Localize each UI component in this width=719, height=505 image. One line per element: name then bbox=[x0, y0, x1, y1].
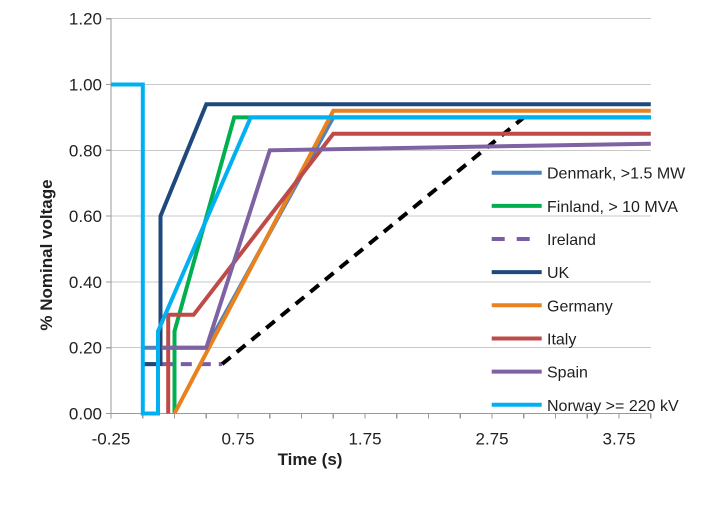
series-line-germany bbox=[172, 108, 651, 415]
legend-item: Germany bbox=[491, 298, 613, 315]
x-tick-label: -0.25 bbox=[92, 430, 131, 449]
x-axis-title: Time (s) bbox=[278, 450, 343, 469]
legend-label-finland-10-mva: Finland, > 10 MVA bbox=[547, 199, 678, 216]
legend-item: UK bbox=[491, 265, 570, 282]
legend-item: Ireland bbox=[491, 232, 596, 249]
gridlines-layer bbox=[111, 18, 651, 349]
series-line-uk bbox=[142, 102, 651, 367]
series-line-spain bbox=[161, 141, 651, 350]
axes-layer: 0.00 0.20 0.40 0.60 0.80 1.00 1.20 -0.25 0.75 1.7… bbox=[69, 10, 652, 449]
series-layer bbox=[111, 82, 651, 416]
legend-item: Finland, > 10 MVA bbox=[491, 199, 678, 216]
legend-label-denmark-1-5-mw: Denmark, >1.5 MW bbox=[547, 166, 686, 183]
legend-label-norway-220-kv: Norway >= 220 kV bbox=[547, 398, 679, 415]
legend-label-italy: Italy bbox=[547, 331, 576, 348]
y-tick-label: 0.40 bbox=[69, 273, 102, 292]
y-tick-label: 0.20 bbox=[69, 339, 102, 358]
x-tick-label: 1.75 bbox=[348, 430, 381, 449]
x-tick-label: 0.75 bbox=[221, 430, 254, 449]
legend-label-ireland: Ireland bbox=[547, 232, 596, 249]
legend-item: Denmark, >1.5 MW bbox=[491, 166, 686, 183]
y-tick-label: 0.80 bbox=[69, 141, 102, 160]
legend-item: Norway >= 220 kV bbox=[491, 398, 679, 415]
y-axis-title: % Nominal voltage bbox=[37, 179, 56, 330]
y-tick-label: 0.60 bbox=[69, 207, 102, 226]
series-line-norway-220-kv bbox=[111, 82, 651, 416]
legend-item: Italy bbox=[491, 331, 576, 348]
y-tick-label: 1.00 bbox=[69, 76, 102, 95]
x-tick-label: 3.75 bbox=[603, 430, 636, 449]
y-tick-label: 1.20 bbox=[69, 10, 102, 29]
y-tick-label: 0.00 bbox=[69, 405, 102, 424]
x-tick-label: 2.75 bbox=[475, 430, 508, 449]
legend: Denmark, >1.5 MW Finland, > 10 MVA Ireland… bbox=[491, 166, 686, 415]
legend-label-germany: Germany bbox=[547, 298, 613, 315]
legend-item: Spain bbox=[491, 365, 588, 382]
legend-label-uk: UK bbox=[547, 265, 570, 282]
legend-label-spain: Spain bbox=[547, 365, 588, 382]
series-line-ireland-ramp bbox=[220, 115, 526, 366]
